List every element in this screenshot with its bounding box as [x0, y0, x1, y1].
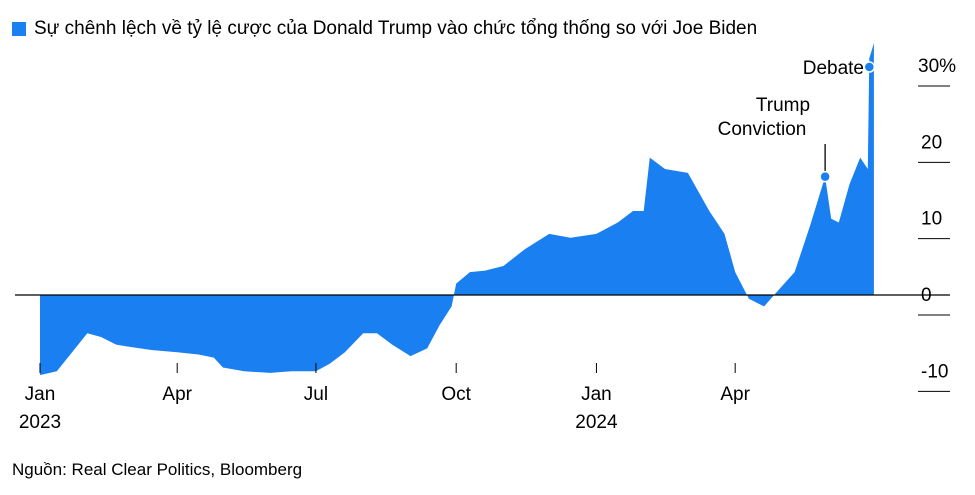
y-tick-label: 20: [921, 132, 942, 153]
legend-label: Sự chênh lệch về tỷ lệ cược của Donald T…: [34, 18, 758, 39]
x-tick-label: Jan: [25, 384, 56, 405]
source-note: Nguồn: Real Clear Politics, Bloomberg: [12, 460, 303, 479]
y-tick-label: 10: [921, 209, 942, 230]
annotation-marker: [819, 170, 831, 183]
annotation-marker: [863, 61, 876, 73]
series-area: [40, 43, 874, 376]
annotation-label: Debate: [803, 58, 864, 79]
annotation-label-line2: Conviction: [718, 119, 807, 140]
y-tick-label: -10: [921, 361, 948, 382]
x-tick-label: Apr: [162, 384, 192, 405]
x-tick-sublabel: 2024: [575, 412, 618, 433]
annotation-label: Trump: [756, 95, 810, 116]
x-tick-sublabel: 2023: [19, 412, 61, 433]
chart-legend: Sự chênh lệch về tỷ lệ cược của Donald T…: [12, 18, 757, 40]
x-tick-label: Oct: [441, 384, 471, 405]
legend-swatch: [12, 22, 26, 36]
y-tick-label: 30%: [918, 56, 956, 77]
x-tick-label: Jul: [304, 384, 328, 405]
x-tick-label: Jan: [581, 384, 612, 405]
x-tick-label: Apr: [720, 384, 750, 405]
